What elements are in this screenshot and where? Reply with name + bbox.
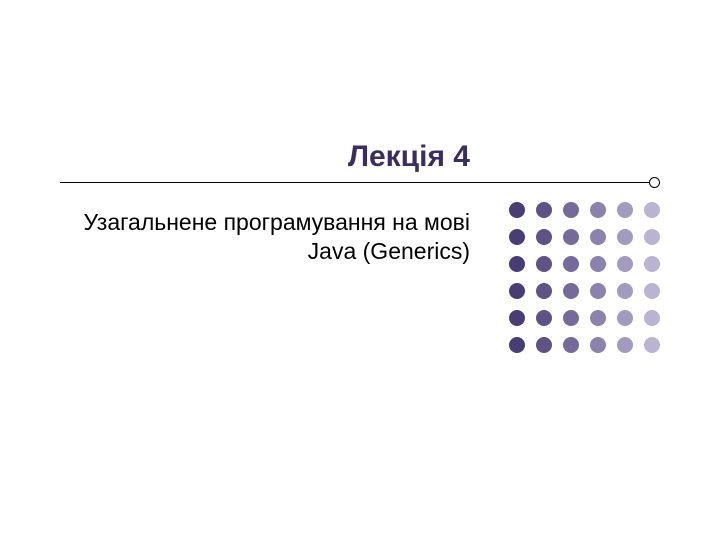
dot-icon (536, 202, 552, 218)
dot-icon (617, 256, 633, 272)
dot-icon (509, 256, 525, 272)
dot-icon (644, 229, 660, 245)
dot-icon (590, 256, 606, 272)
dot-icon (644, 202, 660, 218)
dot-icon (617, 310, 633, 326)
dot-icon (590, 337, 606, 353)
dot-row (509, 202, 660, 218)
dot-grid (509, 202, 660, 364)
dot-icon (644, 283, 660, 299)
dot-icon (536, 310, 552, 326)
dot-icon (509, 310, 525, 326)
dot-icon (536, 256, 552, 272)
slide: Лекція 4 Узагальнене програмування на мо… (0, 0, 720, 540)
divider-circle-icon (649, 177, 660, 188)
dot-icon (509, 202, 525, 218)
dot-icon (590, 229, 606, 245)
dot-icon (644, 337, 660, 353)
dot-row (509, 337, 660, 353)
dot-row (509, 229, 660, 245)
dot-icon (509, 337, 525, 353)
dot-icon (590, 283, 606, 299)
dot-icon (563, 229, 579, 245)
dot-icon (644, 310, 660, 326)
dot-icon (563, 256, 579, 272)
dot-icon (563, 202, 579, 218)
subtitle-container: Узагальнене програмування на мові Java (… (70, 208, 470, 266)
dot-row (509, 283, 660, 299)
dot-icon (563, 337, 579, 353)
dot-icon (617, 283, 633, 299)
dot-icon (617, 202, 633, 218)
dot-icon (536, 229, 552, 245)
dot-icon (590, 202, 606, 218)
dot-icon (617, 337, 633, 353)
dot-icon (590, 310, 606, 326)
dot-icon (617, 229, 633, 245)
slide-title: Лекція 4 (348, 140, 470, 174)
dot-icon (563, 283, 579, 299)
dot-row (509, 256, 660, 272)
dot-icon (509, 229, 525, 245)
dot-icon (563, 310, 579, 326)
title-container: Лекція 4 (348, 140, 470, 174)
dot-icon (644, 256, 660, 272)
dot-icon (509, 283, 525, 299)
slide-subtitle: Узагальнене програмування на мові Java (… (70, 208, 470, 266)
dot-icon (536, 337, 552, 353)
dot-icon (536, 283, 552, 299)
dot-row (509, 310, 660, 326)
divider-line (60, 182, 660, 183)
